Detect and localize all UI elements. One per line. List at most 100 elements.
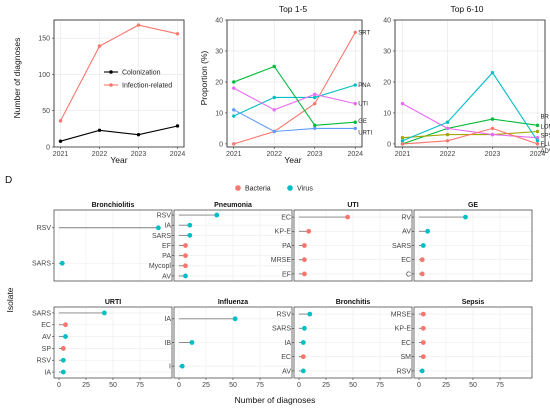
panel-a-ylabel: Number of diagnoses [12, 38, 22, 119]
panel-b-series-ge-point [313, 123, 317, 128]
facet-urti-dot-av [63, 334, 68, 339]
facet-bronchiolitis-ytick-label: SARS [32, 261, 51, 268]
facet-urti-dot-ia [60, 369, 66, 375]
facet-uti-ytick-label: MRSE [271, 257, 292, 264]
panel-c-series-lom-point [400, 136, 405, 140]
panel-b-ytick-label: 20 [215, 79, 223, 86]
panel-b-xtick-label: 2024 [347, 151, 363, 158]
panel-c-series-br-point [535, 123, 540, 128]
panel-b-series-pna-line [233, 84, 356, 117]
panel-a-ytick-label: 150 [38, 36, 50, 43]
panel-b-series-urti-end-label: URTI [358, 130, 372, 136]
panel-c-series-br-point [490, 117, 495, 121]
panel-c-series-flu-point [445, 120, 450, 124]
panel-b-series-ge-line [233, 65, 356, 126]
panel-b-series-pna-end-label: PNA [358, 83, 370, 89]
panel-c-xtick-label: 2021 [395, 151, 411, 158]
facet-sepsis-xtick-label: 50 [469, 382, 477, 389]
panel-b-title: Top 1-5 [279, 4, 308, 14]
facet-pneumonia-dot-sars [187, 232, 193, 238]
panel-b-xlabel: Year [284, 155, 301, 165]
panel-b-series-uti-end-label: UTI [358, 102, 368, 108]
facet-urti-xtick-label: 25 [82, 382, 90, 389]
panel-a-series-infection-related-point [97, 44, 102, 48]
panel-b-ytick-label: 30 [215, 48, 223, 55]
panel-b-series-urti-point [313, 126, 317, 131]
facet-sepsis-dot-rsv [419, 368, 425, 374]
panel-b-series-ge-point [232, 80, 236, 84]
facet-pneumonia-title: Pneumonia [214, 202, 252, 209]
panel-b-ytick-label: 40 [215, 18, 223, 25]
facet-pneumonia-ytick-label: RSV [157, 212, 172, 219]
facet-bronchiolitis-dot-rsv [155, 225, 161, 231]
panel-c-ytick-label: 20 [383, 79, 391, 86]
facet-ge-dot-sars [420, 243, 426, 248]
facet-urti-dot-sars [101, 310, 107, 316]
facet-sepsis-ytick-label: RSV [397, 368, 412, 375]
facet-urti-xtick-label: 50 [109, 382, 117, 389]
panel-a-border [53, 19, 185, 148]
facet-pneumonia-dot-av [183, 273, 188, 279]
facet-uti-ytick-label: KP-E [275, 229, 292, 236]
panel-c-plot: 0 10 20 30 40 2021 2022 2023 2024 BR LOM SPS FLUADV [383, 18, 550, 159]
panel-b-border [226, 19, 363, 148]
panel-c-series-adv-point [535, 142, 540, 146]
panel-c-series-adv-point [490, 126, 495, 131]
facet-sepsis-dot-mrse [420, 311, 426, 317]
panel-c-series-sps-point [490, 132, 495, 137]
panel-a-plot: 0 50 100 150 2021 2022 2023 2024 Colonization Inf… [38, 19, 186, 158]
panel-d-legend: Bacteria Virus [235, 185, 313, 193]
panel-b-series-pna-point [313, 95, 317, 100]
panel-c-series-sps-end-label: SPS [541, 134, 550, 140]
facet-sepsis-xtick-label: 25 [442, 382, 450, 389]
panel-b-series-uti-point [353, 101, 357, 106]
panel-b-series-uti-point [232, 86, 236, 90]
facet-bronchitis-dot-ec [300, 354, 306, 360]
facet-bronchitis-title: Bronchitis [336, 299, 371, 306]
panel-a-xtick-label: 2024 [170, 151, 186, 158]
panel-b-series-pna-point [272, 95, 276, 100]
facet-bronchiolitis-dot-sars [59, 260, 65, 266]
facet-ge-dot-rv [463, 214, 468, 220]
panel-a-legend-label: Infection-related [122, 83, 172, 90]
facet-pneumonia-ytick-label: AV [162, 273, 171, 280]
facet-influenza-xtick-label: 0 [177, 382, 181, 389]
panel-a-ytick-label: 100 [38, 72, 50, 79]
panel-b-plot: 0 10 20 30 40 2021 2022 2023 2024 SRT PNA UTI GE URTI [215, 18, 372, 159]
facet-bronchitis-dot-ia [300, 340, 306, 345]
panel-b-series-srt-point [353, 30, 357, 35]
panel-c-ytick-label: 30 [383, 48, 391, 55]
facet-pneumonia-ytick-label: EF [162, 243, 171, 250]
facet-bronchitis-dot-av [300, 368, 306, 374]
panel-a-ytick-label: 50 [42, 108, 50, 115]
panel-c-ytick-label: 40 [383, 18, 391, 25]
facet-urti-dot-rsv [60, 357, 66, 363]
facet-bronchiolitis-title: Bronchiolitis [92, 202, 135, 209]
facet-uti-dot-ec [345, 214, 350, 220]
panel-b-series-pna-point [232, 114, 236, 118]
facet-bronchitis-ytick-label: EC [281, 354, 291, 361]
facet-urti-ytick-label: AV [42, 334, 51, 341]
panel-b-ytick-label: 0 [219, 141, 223, 148]
facet-sepsis-dot-sm [420, 354, 426, 360]
panel-a-series-colonization-line [60, 125, 178, 142]
facet-urti-title: URTI [105, 299, 121, 306]
panel-c-series-flu-end-label: FLU [541, 142, 550, 148]
facet-influenza-ytick-label: I [169, 364, 171, 371]
panel-c-xtick-label: 2022 [440, 151, 456, 158]
facet-pneumonia-dot-rsv [214, 212, 220, 218]
facet-sepsis-ytick-label: KP-E [395, 326, 412, 333]
facet-urti-ytick-label: RSV [37, 358, 52, 365]
facet-bronchiolitis-ytick-label: RSV [37, 225, 52, 232]
facet-influenza-dot-ib [189, 340, 195, 345]
panel-a-series-colonization-point [136, 132, 141, 137]
facet-bronchitis-dot-rsv [307, 311, 313, 317]
facet-uti-ytick-label: PA [282, 243, 291, 250]
facet-urti-ytick-label: EC [41, 322, 51, 329]
panel-c-series-flu-point [535, 139, 540, 143]
panel-a-xtick-label: 2022 [92, 151, 108, 158]
facet-uti-dot-mrse [302, 257, 307, 263]
panel-c-ytick-label: 0 [387, 141, 391, 148]
panel-c-title: Top 6-10 [450, 4, 483, 14]
facet-bronchitis-xtick-label: 25 [322, 382, 330, 389]
